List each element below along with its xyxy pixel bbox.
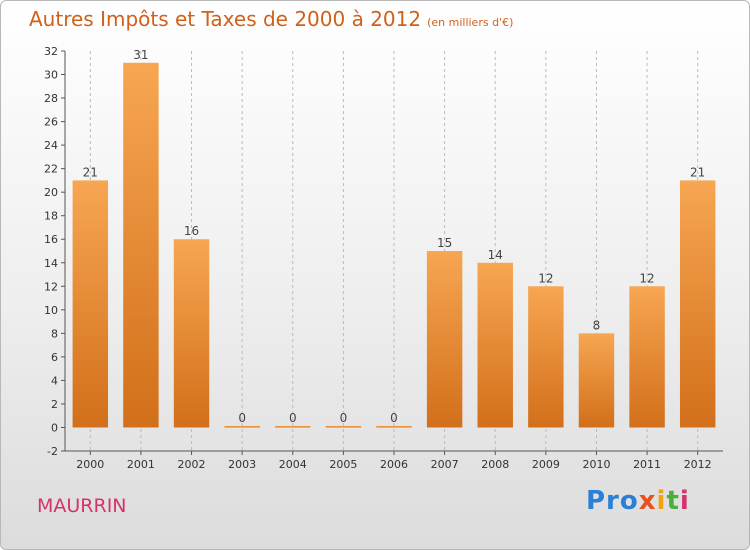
- commune-name: MAURRIN: [37, 495, 127, 517]
- y-tick-label: 24: [44, 139, 58, 152]
- bar-2009: [528, 286, 564, 428]
- y-tick-label: 4: [51, 374, 58, 387]
- y-tick-label: 20: [44, 186, 58, 199]
- value-label: 8: [593, 318, 601, 332]
- bar-2000: [72, 180, 109, 428]
- x-tick-label: 2010: [582, 458, 610, 471]
- bar-2010: [578, 333, 615, 428]
- logo-part-3: i: [656, 486, 667, 516]
- bar-2003: [224, 425, 260, 428]
- bar-2011: [629, 286, 665, 428]
- value-label: 14: [488, 248, 503, 262]
- x-tick-label: 2012: [684, 458, 712, 471]
- x-tick-label: 2000: [76, 458, 104, 471]
- value-label: 0: [340, 411, 348, 425]
- bar-2004: [275, 425, 311, 428]
- logo-part-1: Pro: [586, 486, 639, 516]
- y-tick-label: 26: [44, 116, 58, 129]
- proxiti-logo: Proxiti: [586, 486, 690, 516]
- y-tick-label: 32: [44, 45, 58, 58]
- x-tick-label: 2004: [279, 458, 307, 471]
- y-tick-label: 12: [44, 280, 58, 293]
- bar-2005: [325, 425, 362, 428]
- y-tick-label: 30: [44, 69, 58, 82]
- value-label: 21: [83, 165, 98, 179]
- logo-part-5: i: [679, 486, 690, 516]
- y-tick-label: 6: [51, 351, 58, 364]
- y-tick-label: 2: [51, 398, 58, 411]
- x-tick-label: 2001: [127, 458, 155, 471]
- logo-part-4: t: [666, 486, 680, 516]
- bar-2002: [173, 239, 210, 428]
- y-tick-label: 18: [44, 210, 58, 223]
- value-label: 15: [437, 236, 452, 250]
- value-label: 21: [690, 165, 705, 179]
- x-tick-label: 2009: [532, 458, 560, 471]
- value-label: 12: [639, 271, 654, 285]
- x-tick-label: 2005: [329, 458, 357, 471]
- value-label: 0: [289, 411, 297, 425]
- axes: [61, 50, 723, 455]
- value-label: 0: [238, 411, 246, 425]
- x-tick-label: 2008: [481, 458, 509, 471]
- value-label: 0: [390, 411, 398, 425]
- bar-2012: [679, 180, 716, 428]
- y-tick-label: 22: [44, 163, 58, 176]
- x-tick-label: 2003: [228, 458, 256, 471]
- value-label: 12: [538, 271, 553, 285]
- value-label: 16: [184, 224, 199, 238]
- x-tick-label: 2007: [431, 458, 459, 471]
- y-tick-label: 0: [51, 421, 58, 434]
- chart-subtitle: (en milliers d'€): [427, 16, 514, 29]
- y-tick-label: 10: [44, 304, 58, 317]
- bar-2001: [123, 62, 159, 428]
- x-tick-label: 2002: [178, 458, 206, 471]
- x-tick-label: 2006: [380, 458, 408, 471]
- logo-part-2: x: [638, 486, 657, 516]
- y-tick-label: 28: [44, 92, 58, 105]
- labels: -202468101214161820222426283032212000312…: [44, 45, 712, 471]
- y-tick-label: 8: [51, 327, 58, 340]
- x-tick-label: 2011: [633, 458, 661, 471]
- y-tick-label: 16: [44, 233, 58, 246]
- y-tick-label: -2: [47, 445, 58, 458]
- bar-2006: [376, 425, 412, 428]
- value-label: 31: [133, 48, 148, 62]
- y-tick-label: 14: [44, 257, 58, 270]
- bar-2008: [477, 262, 513, 428]
- chart-title: Autres Impôts et Taxes de 2000 à 2012 (en…: [29, 7, 513, 31]
- bar-2007: [426, 251, 463, 428]
- bars: [72, 62, 716, 428]
- chart-title-text: Autres Impôts et Taxes de 2000 à 2012: [29, 7, 422, 31]
